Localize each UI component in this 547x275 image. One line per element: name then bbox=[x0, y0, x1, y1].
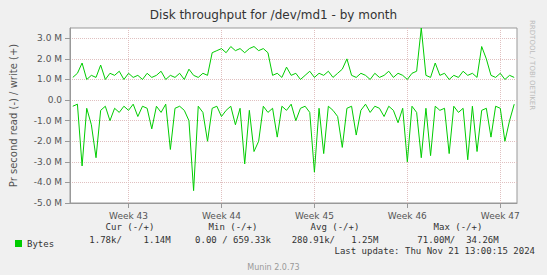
svg-text:Cur (-/+): Cur (-/+) bbox=[106, 222, 155, 232]
svg-text:Week 45: Week 45 bbox=[295, 211, 334, 221]
svg-text:3.0 M: 3.0 M bbox=[37, 33, 62, 43]
svg-text:Week 47: Week 47 bbox=[481, 211, 520, 221]
svg-text:RRDTOOL / TOBI OETIKER: RRDTOOL / TOBI OETIKER bbox=[528, 20, 536, 110]
svg-text:0.00 / 659.33k: 0.00 / 659.33k bbox=[195, 235, 271, 245]
svg-text:-4.0 M: -4.0 M bbox=[34, 177, 62, 187]
svg-text:Pr second read (-) / write (+): Pr second read (-) / write (+) bbox=[8, 44, 19, 187]
svg-text:Munin 2.0.73: Munin 2.0.73 bbox=[247, 263, 299, 272]
svg-text:Max (-/+): Max (-/+) bbox=[434, 222, 483, 232]
svg-text:2.0 M: 2.0 M bbox=[37, 54, 62, 64]
svg-text:Week 44: Week 44 bbox=[202, 211, 241, 221]
svg-text:Last update: Thu Nov 21 13:00:: Last update: Thu Nov 21 13:00:15 2024 bbox=[335, 246, 535, 256]
svg-text:1.78k/ 1.14M: 1.78k/ 1.14M bbox=[89, 235, 171, 245]
svg-text:280.91k/ 1.25M: 280.91k/ 1.25M bbox=[292, 235, 379, 245]
svg-text:-2.0 M: -2.0 M bbox=[34, 136, 62, 146]
svg-text:1.0 M: 1.0 M bbox=[37, 74, 62, 84]
svg-text:71.00M/ 34.26M: 71.00M/ 34.26M bbox=[417, 235, 499, 245]
svg-text:-3.0 M: -3.0 M bbox=[34, 157, 62, 167]
svg-text:-1.0 M: -1.0 M bbox=[34, 116, 62, 126]
svg-text:Bytes: Bytes bbox=[27, 239, 54, 249]
svg-text:0.0: 0.0 bbox=[48, 95, 63, 105]
svg-text:Week 46: Week 46 bbox=[388, 211, 427, 221]
svg-text:Min (-/+): Min (-/+) bbox=[209, 222, 258, 232]
svg-text:Disk throughput for /dev/md1 -: Disk throughput for /dev/md1 - by month bbox=[150, 8, 397, 22]
svg-text:-5.0 M: -5.0 M bbox=[34, 198, 62, 208]
svg-text:Avg (-/+): Avg (-/+) bbox=[311, 222, 360, 232]
svg-text:Week 43: Week 43 bbox=[109, 211, 148, 221]
